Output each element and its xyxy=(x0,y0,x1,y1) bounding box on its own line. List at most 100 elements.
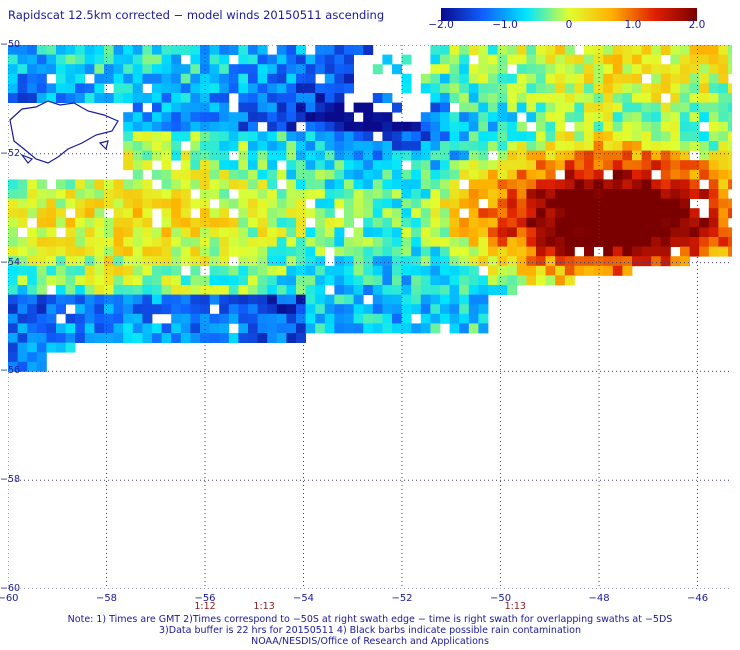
wind-cell xyxy=(238,131,249,142)
latitude-label: −60 xyxy=(0,583,21,594)
wind-cell xyxy=(488,112,498,123)
wind-cell xyxy=(248,179,258,190)
wind-cell xyxy=(612,246,623,257)
wind-cell xyxy=(488,102,498,113)
wind-cell xyxy=(104,294,114,305)
wind-cell xyxy=(248,150,258,161)
wind-cell xyxy=(171,189,182,199)
wind-cell xyxy=(113,275,124,286)
wind-cell xyxy=(219,121,230,132)
wind-cell xyxy=(430,217,441,228)
wind-cell xyxy=(219,64,230,75)
wind-cell xyxy=(651,237,662,247)
wind-cell xyxy=(603,73,614,84)
note-line-3: NOAA/NESDIS/Office of Research and Appli… xyxy=(251,636,489,647)
wind-cell xyxy=(84,83,95,94)
wind-cell xyxy=(161,198,172,209)
wind-cell xyxy=(75,54,86,65)
wind-cell xyxy=(296,227,306,238)
wind-cell xyxy=(161,121,172,132)
wind-cell xyxy=(468,93,479,103)
wind-cell xyxy=(536,131,546,142)
wind-cell xyxy=(17,361,28,372)
wind-cell xyxy=(526,102,537,113)
wind-cell xyxy=(305,73,316,84)
wind-cell xyxy=(209,160,220,171)
wind-cell xyxy=(526,237,537,247)
wind-cell xyxy=(113,217,124,228)
wind-cell xyxy=(718,131,729,142)
wind-cell xyxy=(420,275,431,286)
wind-cell xyxy=(622,54,633,65)
wind-cell xyxy=(718,227,729,238)
wind-cell xyxy=(8,352,18,363)
wind-cell xyxy=(296,256,306,267)
wind-cell xyxy=(267,121,278,132)
wind-cell xyxy=(440,189,450,199)
wind-cell xyxy=(228,227,239,238)
wind-cell xyxy=(420,256,431,267)
wind-cell xyxy=(344,208,354,219)
wind-cell xyxy=(430,323,441,334)
wind-cell xyxy=(622,64,633,75)
wind-cell xyxy=(36,333,47,343)
wind-cell xyxy=(315,217,326,228)
wind-cell xyxy=(334,131,345,142)
wind-cell xyxy=(593,83,604,94)
wind-cell xyxy=(180,169,191,180)
wind-cell xyxy=(728,227,732,238)
wind-cell xyxy=(238,102,249,113)
wind-cell xyxy=(497,45,508,55)
wind-cell xyxy=(286,256,297,267)
wind-cell xyxy=(17,246,28,257)
wind-cell xyxy=(468,102,479,113)
wind-cell xyxy=(65,93,76,103)
wind-cell xyxy=(632,93,642,103)
wind-cell xyxy=(180,333,191,343)
wind-cell xyxy=(152,246,162,257)
wind-cell xyxy=(27,265,38,276)
wind-cell xyxy=(593,73,604,84)
wind-cell xyxy=(430,294,441,305)
wind-cell xyxy=(94,217,105,228)
wind-cell xyxy=(401,189,412,199)
wind-cell xyxy=(670,256,681,267)
wind-cell xyxy=(56,45,66,55)
wind-cell xyxy=(612,237,623,247)
wind-cell xyxy=(670,93,681,103)
wind-cell xyxy=(161,169,172,180)
wind-cell xyxy=(305,265,316,276)
wind-cell xyxy=(238,208,249,219)
wind-cell xyxy=(526,179,537,190)
wind-cell xyxy=(46,217,57,228)
wind-cell xyxy=(161,285,172,295)
wind-cell xyxy=(603,141,614,151)
wind-cell xyxy=(699,112,710,123)
wind-cell xyxy=(718,102,729,113)
wind-cell xyxy=(440,54,450,65)
wind-cell xyxy=(324,150,335,161)
wind-cell xyxy=(132,304,143,315)
wind-cell xyxy=(171,237,182,247)
wind-cell xyxy=(622,217,633,228)
wind-cell xyxy=(392,217,402,228)
wind-cell xyxy=(699,150,710,161)
wind-cell xyxy=(612,160,623,171)
wind-cell xyxy=(132,93,143,103)
wind-cell xyxy=(507,169,518,180)
wind-cell xyxy=(478,131,489,142)
wind-cell xyxy=(382,275,393,286)
wind-cell xyxy=(440,160,450,171)
wind-cell xyxy=(536,189,546,199)
wind-cell xyxy=(305,112,316,123)
wind-cell xyxy=(728,131,732,142)
wind-cell xyxy=(555,141,566,151)
wind-cell xyxy=(315,294,326,305)
wind-cell xyxy=(584,237,594,247)
wind-cell xyxy=(334,83,345,94)
wind-cell xyxy=(334,198,345,209)
wind-cell xyxy=(459,169,470,180)
wind-cell xyxy=(372,237,383,247)
wind-cell xyxy=(171,217,182,228)
wind-cell xyxy=(104,304,114,315)
